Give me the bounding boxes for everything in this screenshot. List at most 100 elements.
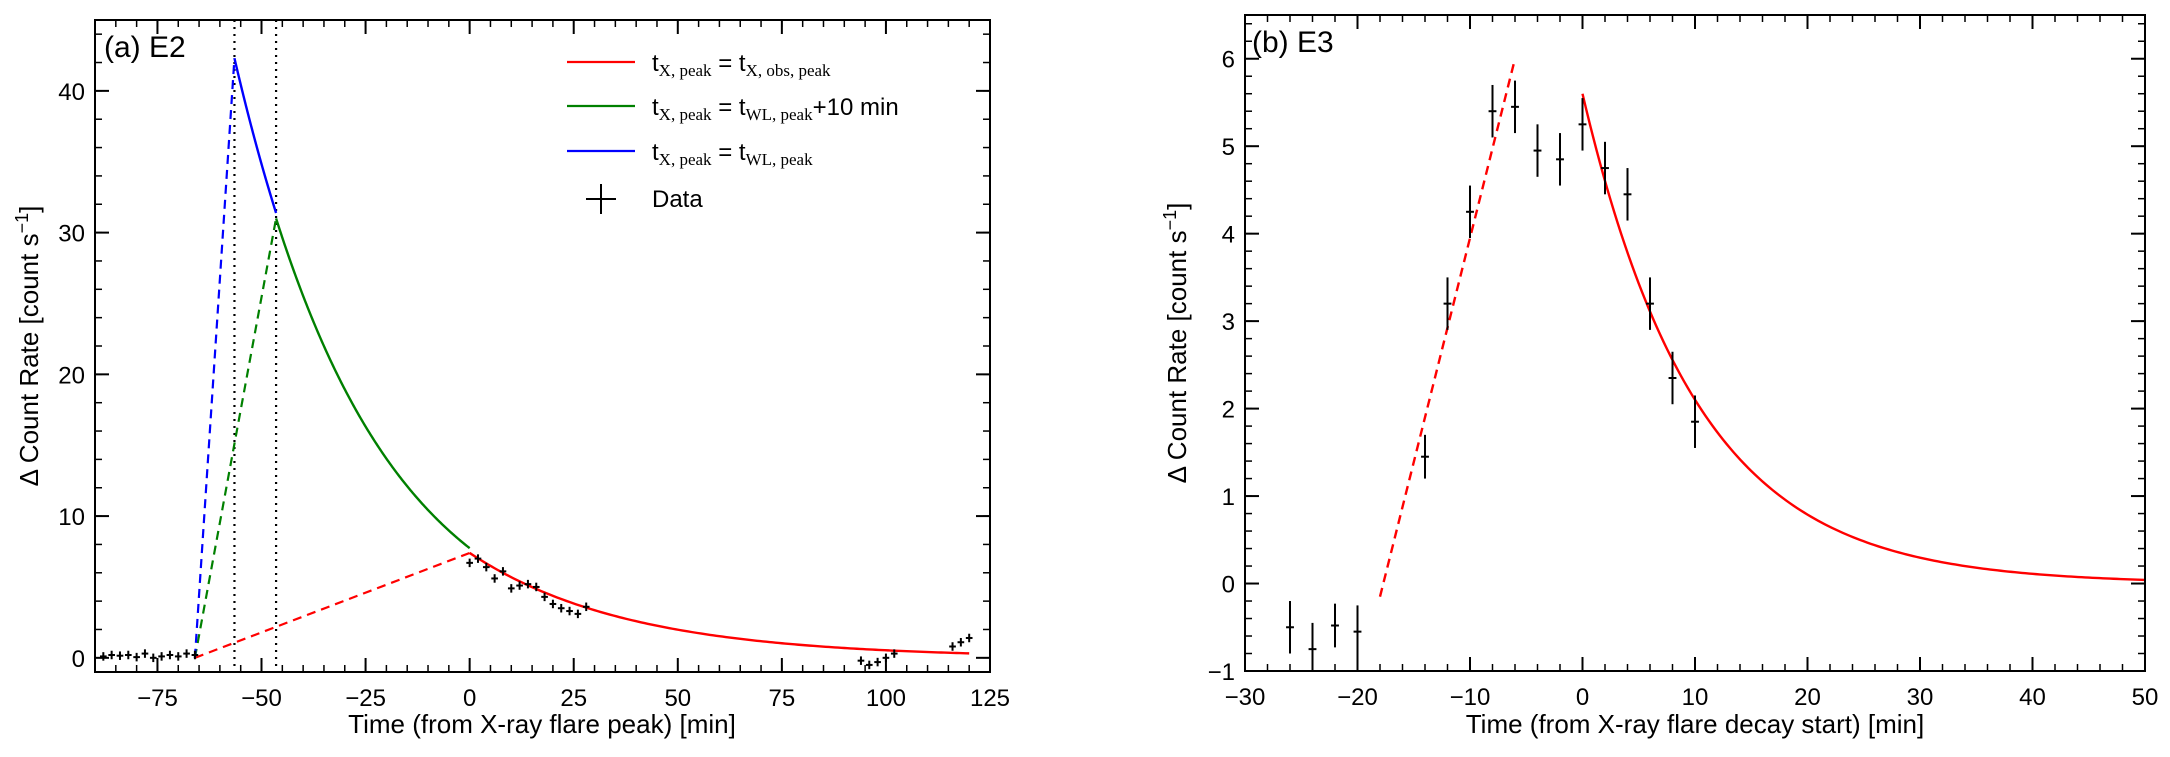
panel-a-xtick-label-5: 50: [664, 685, 691, 712]
panel-a-data-point: [482, 562, 490, 572]
panel-a-green-rise-line: [193, 218, 278, 659]
legend-data-marker: [586, 184, 616, 214]
panel-b-x-axis-title: Time (from X-ray flare decay start) [min…: [1466, 709, 1924, 739]
panel-b-xtick-label-0: −30: [1225, 684, 1266, 711]
panel-a-red-rise-line: [194, 551, 471, 659]
panel-b-data-point: [1511, 80, 1519, 134]
panel-b-ytick-label-4: 3: [1222, 309, 1235, 336]
panel-a-ylabel-sup: −1: [12, 213, 32, 234]
panel-b-data-point: [1466, 185, 1474, 239]
panel-a-ytick-label-2: 20: [58, 362, 85, 389]
panel-a-xtick-label-7: 100: [866, 685, 906, 712]
panel-b-data-point: [1601, 141, 1609, 195]
panel-a-data-point: [158, 652, 165, 661]
panel-a-data-point: [116, 651, 124, 660]
panel-a-data-point: [549, 599, 557, 609]
panel-a-ytick-label-4: 40: [58, 79, 85, 106]
panel-a-data-point: [99, 652, 107, 661]
panel-b-ylabel-main: Δ Count Rate [count s: [1162, 230, 1192, 483]
panel-a-data-point: [524, 579, 532, 589]
panel-b-xtick-label-8: 50: [2132, 684, 2159, 711]
panel-a-data-point: [174, 652, 182, 661]
panel-b-data-point: [1578, 98, 1587, 151]
panel-a-e2: −75 −50 −25 0 25 50 75 100 125 0 10 20 30 40 (a) E2 T…: [12, 19, 1010, 739]
panel-b-xtick-label-4: 10: [1682, 684, 1709, 711]
panel-a-data-point: [965, 633, 973, 643]
panel-b-xtick-label-2: −10: [1450, 684, 1491, 711]
panel-a-data-point: [191, 650, 199, 660]
panel-a-x-axis-title: Time (from X-ray flare peak) [min]: [348, 709, 736, 739]
panel-b-data-point: [1623, 168, 1632, 221]
panel-b-ytick-label-2: 1: [1222, 484, 1235, 511]
panel-a-xtick-label-0: −75: [137, 685, 178, 712]
panel-b-ylabel-sup: −1: [1160, 210, 1180, 231]
panel-a-xtick-label-4: 25: [560, 685, 587, 712]
panel-a-data-point: [166, 650, 174, 660]
panel-a-data-point: [582, 602, 590, 612]
panel-a-data-point: [516, 581, 523, 590]
panel-a-data-point: [474, 554, 482, 563]
panel-b-xtick-label-5: 20: [1794, 684, 1821, 711]
panel-a-data-point: [499, 567, 507, 576]
panel-a-data-point: [957, 637, 965, 647]
panel-b-label: (b) E3: [1252, 26, 1334, 59]
panel-b-plot-area: [1286, 58, 2145, 671]
panel-a-legend: tX, peak = tX, obs, peak tX, peak = tWL,…: [567, 50, 899, 214]
panel-a-data-point: [133, 652, 140, 662]
panel-a-data-point: [874, 657, 881, 667]
panel-b-red-decay-decay-curve: [1581, 93, 2145, 582]
panel-b-data-point: [1421, 434, 1429, 479]
panel-a-data-point: [491, 574, 498, 583]
panel-b-data-point: [1668, 351, 1677, 405]
panel-a-xtick-label-1: −50: [241, 685, 282, 712]
panel-a-data-point: [865, 660, 873, 670]
panel-a-xtick-label-6: 75: [769, 685, 796, 712]
panel-a-data-point: [566, 606, 573, 616]
panel-b-ytick-label-6: 5: [1222, 134, 1235, 161]
panel-b-xtick-label-1: −20: [1337, 684, 1378, 711]
panel-b-xtick-label-3: 0: [1576, 684, 1589, 711]
legend-green-label: tX, peak = tWL, peak+10 min: [652, 94, 899, 124]
panel-b-data-point: [1443, 277, 1452, 330]
panel-a-xtick-label-8: 125: [970, 685, 1010, 712]
panel-a-xtick-label-3: 0: [463, 685, 476, 712]
panel-a-data-point: [141, 649, 149, 658]
panel-a-xtick-label-2: −25: [345, 685, 386, 712]
panel-a-green-decay-curve: [274, 218, 471, 550]
panel-a-data-point: [574, 609, 582, 619]
legend-red-label: tX, peak = tX, obs, peak: [652, 50, 831, 80]
panel-b-data-point: [1488, 84, 1497, 138]
panel-a-data-point: [108, 650, 115, 660]
panel-a-data-point: [507, 584, 515, 593]
panel-a-data-point: [124, 650, 132, 660]
panel-a-blue-rise-line: [193, 58, 236, 658]
panel-b-ytick-label-0: −1: [1208, 659, 1235, 686]
panel-b-data-point: [1353, 605, 1362, 658]
legend-blue-label: tX, peak = tWL, peak: [652, 139, 813, 169]
panel-b-ytick-label-1: 0: [1222, 572, 1235, 599]
panel-a-data-point: [949, 642, 956, 651]
panel-a-data-point: [532, 582, 540, 592]
panel-b-data-point: [1556, 133, 1564, 186]
panel-a-data-point: [557, 603, 565, 613]
panel-a-ytick-label-3: 30: [58, 221, 85, 248]
panel-a-data-point: [541, 592, 548, 602]
panel-a-blue-decay-curve: [233, 57, 278, 214]
panel-a-ylabel-main: Δ Count Rate [count s: [14, 233, 44, 486]
panel-a-ylabel-close: ]: [14, 206, 44, 213]
panel-b-data-point: [1533, 124, 1542, 177]
panel-b-ytick-label-5: 4: [1222, 222, 1235, 249]
panel-a-data-point: [183, 649, 190, 658]
panel-b-y-axis-title: Δ Count Rate [count s−1]: [1160, 203, 1192, 484]
panel-a-data-point: [890, 649, 898, 658]
panel-b-data-point: [1331, 603, 1339, 648]
panel-a-y-axis-title: Δ Count Rate [count s−1]: [12, 206, 44, 487]
panel-b-ytick-label-7: 6: [1222, 47, 1235, 74]
panel-a-red-decay-curve: [468, 551, 970, 655]
panel-b-data-point: [1646, 277, 1654, 330]
panel-a-data-point: [466, 558, 473, 568]
panel-b-data-point: [1286, 601, 1294, 654]
